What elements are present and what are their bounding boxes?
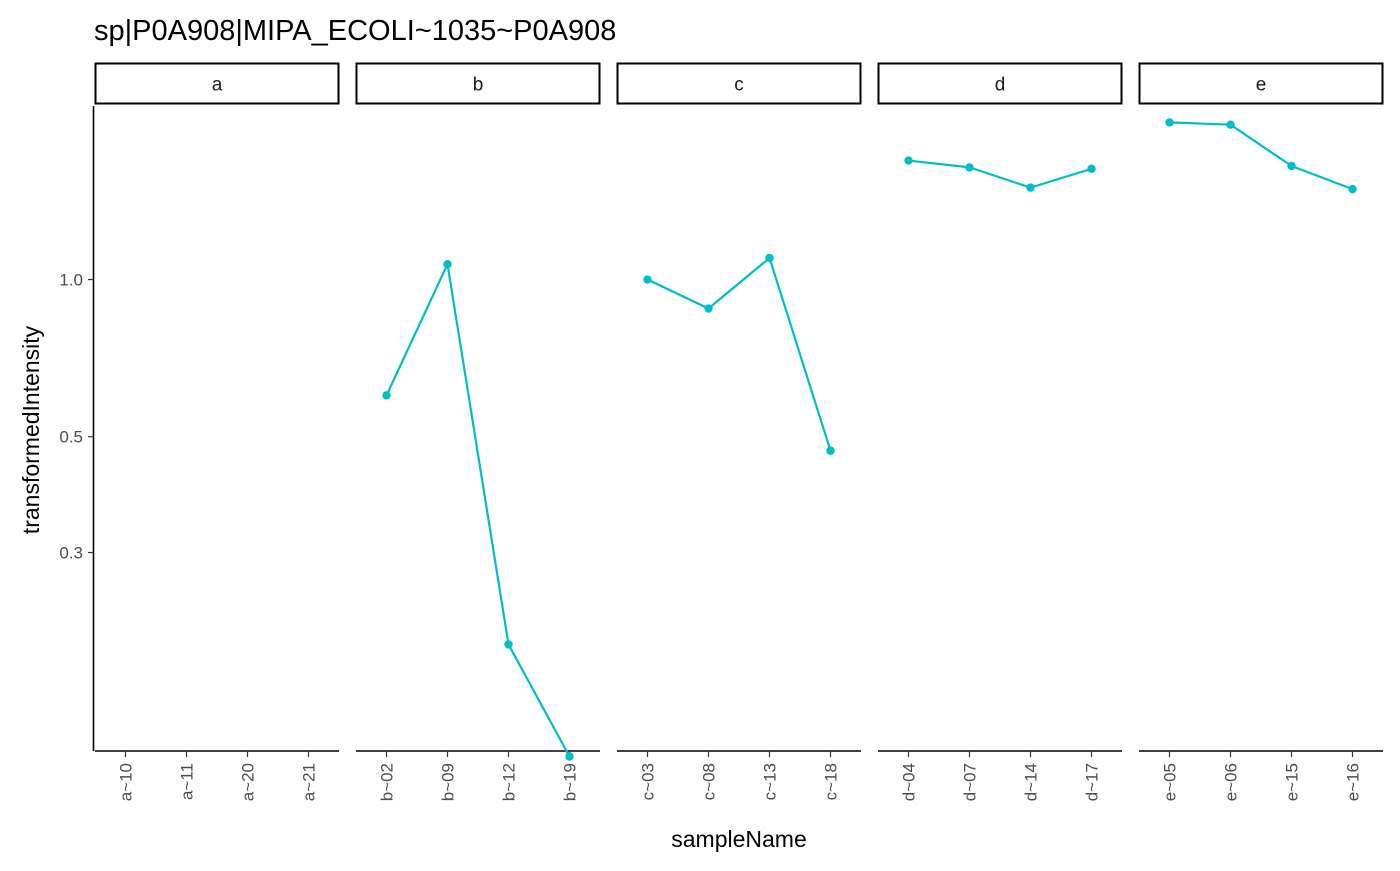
data-point [382,391,391,400]
facet-strip-label: a [212,75,223,96]
facet-strip-label: e [1256,75,1267,96]
x-tick-label: a~11 [178,763,197,800]
y-tick-label: 1.0 [59,271,83,290]
x-tick-label: a~21 [300,763,319,801]
facet-strip [1138,62,1384,105]
x-tick-label: d~07 [961,763,980,801]
y-tick-label: 0.3 [59,544,83,563]
x-tick-label: e~06 [1222,763,1241,801]
series-line [385,260,571,758]
data-point [643,275,652,284]
data-point [443,260,452,269]
x-tick-label: d~14 [1022,763,1041,801]
data-point [1165,118,1174,127]
data-point [1087,164,1096,173]
data-point [904,156,913,165]
x-tick-label: e~05 [1161,763,1180,801]
x-tick-label: b~19 [561,763,580,801]
data-point [1226,120,1235,129]
x-tick-label: e~16 [1344,763,1363,801]
series-line [647,256,832,452]
facet-strip-label: c [734,75,744,96]
x-tick-label: a~20 [239,763,258,801]
x-axis-title: sampleName [671,826,807,852]
data-point [704,304,713,313]
x-tick-label: a~10 [117,763,136,801]
data-point [1348,184,1357,194]
facet-strip [877,62,1123,105]
x-tick-label: b~12 [500,763,519,801]
series-line [908,159,1092,189]
y-tick-label: 0.5 [59,428,83,447]
x-tick-label: d~17 [1083,763,1102,801]
x-tick-label: c~08 [700,763,719,800]
chart-title: sp|P0A908|MIPA_ECOLI~1035~P0A908 [94,15,616,47]
data-point [565,752,574,761]
facet-strip-label: b [473,75,484,96]
data-point [1287,161,1296,171]
data-point [826,446,835,455]
series-line [1169,121,1353,191]
x-tick-label: e~15 [1283,763,1302,801]
facet-strip [94,62,340,105]
x-tick-label: c~18 [822,763,841,800]
y-axis-title: transformedIntensity [18,325,44,534]
facet-strip [355,62,601,105]
x-tick-label: c~03 [639,763,658,800]
data-point [504,640,513,649]
facet-strip [616,62,862,105]
x-tick-label: b~02 [378,763,397,801]
data-point [1026,183,1035,192]
data-point [965,163,974,172]
data-point [765,253,774,263]
facet-strip-label: d [995,75,1006,96]
x-tick-label: c~13 [761,763,780,800]
x-tick-label: d~04 [900,763,919,801]
x-tick-label: b~09 [439,763,458,801]
facet-panels: 0.3 0.5 1.0 a a~10 a~11 a~20 a~21 b b~02 b~09 b~12 b… [59,62,1384,801]
